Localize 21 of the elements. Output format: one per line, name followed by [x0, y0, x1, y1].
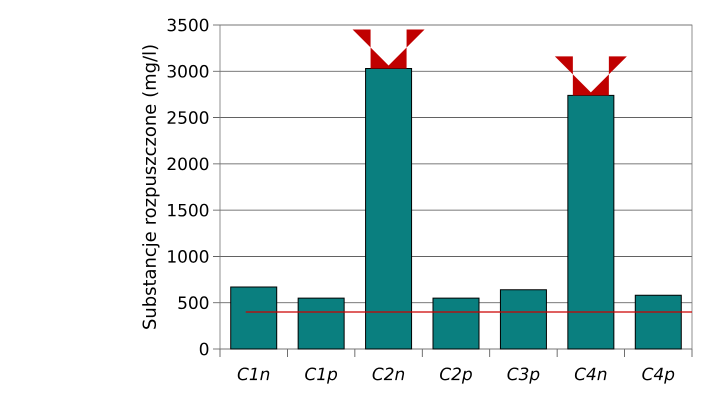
x-tick-label: C1p [305, 368, 338, 384]
y-tick-label: 2000 [168, 157, 208, 170]
y-tick-label: 1500 [168, 204, 208, 217]
x-tick-label: C1n [238, 368, 270, 380]
y-tick-label: 2500 [168, 111, 208, 124]
y-tick-label: 3500 [168, 18, 208, 32]
bar [500, 289, 547, 350]
bar [298, 298, 345, 350]
y-tick-label: 1000 [168, 250, 208, 263]
x-tick-label: C4p [642, 368, 674, 384]
x-tick-label: C2p [440, 368, 472, 384]
y-tick-label: 500 [178, 296, 208, 310]
y-tick-label: 0 [200, 342, 208, 356]
x-tick-label: C3p [507, 368, 540, 384]
x-tick-label: C2n [372, 368, 404, 380]
y-axis-title: Substancje rozpuszczone (mg/l) [142, 45, 160, 329]
bar [432, 298, 480, 350]
bar [634, 294, 682, 350]
bar [230, 286, 278, 350]
x-tick-label: C4n [574, 368, 606, 380]
y-tick-label: 3000 [168, 64, 208, 78]
